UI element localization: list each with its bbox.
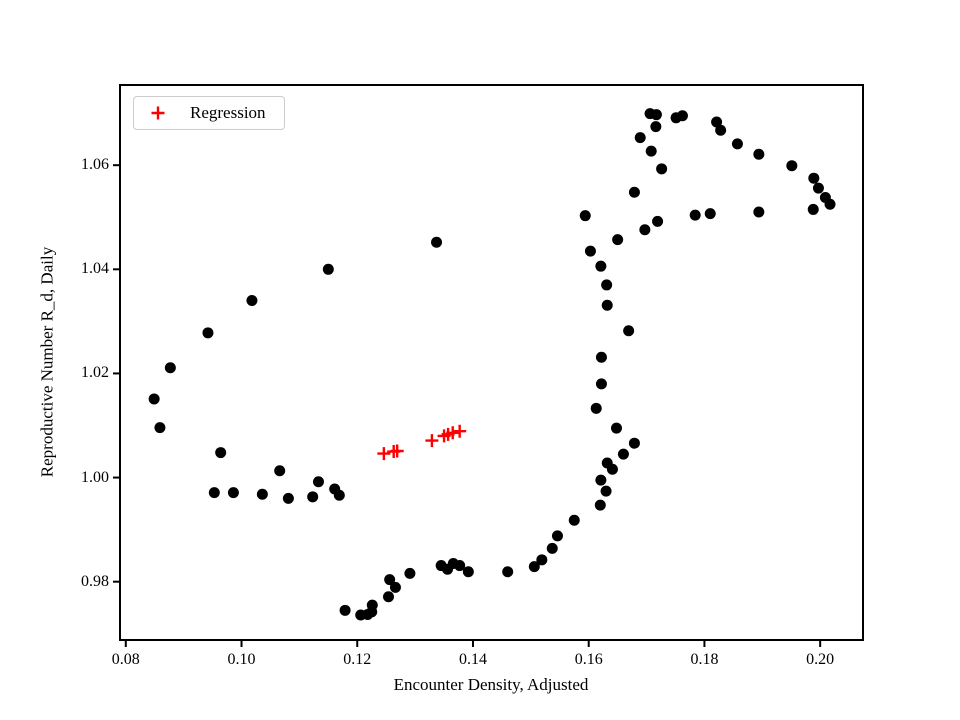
data-point [650,109,662,121]
data-point [536,554,548,566]
legend-label: Regression [190,103,266,122]
data-point [312,476,324,488]
y-tick-label: 1.02 [81,364,109,382]
regression-point [453,424,467,438]
regression-point [425,434,439,448]
data-point [689,209,701,221]
x-tick-label: 0.16 [574,651,603,668]
data-point [282,492,294,504]
legend: Regression [133,96,285,130]
data-point [528,561,540,573]
data-point [711,116,723,128]
data-point [595,378,607,390]
x-axis-label: Encounter Density, Adjusted [393,675,589,694]
data-point [807,203,819,215]
x-tick-label: 0.08 [111,651,140,668]
data-point [715,124,727,136]
data-point [753,148,765,160]
data-point [148,393,160,405]
data-point [246,295,258,307]
x-tick-label: 0.20 [806,651,835,668]
data-point [333,489,345,501]
data-point [634,132,646,144]
data-point [753,206,765,218]
regression-point [390,444,404,458]
data-point [623,325,635,337]
data-point [808,172,820,184]
data-point [812,182,824,194]
data-point [656,163,668,175]
y-axis-label: Reproductive Number R_d, Daily [37,246,57,478]
data-point [568,514,580,526]
data-point [382,591,394,603]
data-point [601,299,613,311]
y-tick-label: 1.06 [81,156,109,174]
data-point [600,485,612,497]
data-point [610,422,622,434]
data-point [704,208,716,220]
data-point [590,402,602,414]
data-point [645,145,657,157]
data-point [208,487,220,499]
x-tick-label: 0.18 [690,651,719,668]
y-tick-label: 1.04 [81,260,109,278]
data-point [594,499,606,511]
x-tick-label: 0.10 [227,651,256,668]
data-point [322,263,334,275]
data-point [639,224,651,236]
data-point [584,245,596,257]
data-point [164,362,176,374]
plus-marker-icon [151,106,165,120]
data-point [339,604,351,616]
data-point [215,447,227,459]
data-point [628,186,640,198]
data-point [650,121,662,133]
data-point [274,465,286,477]
data-point [546,542,558,554]
data-point [617,448,629,460]
data-point [154,422,166,434]
data-point [824,198,836,210]
data-point [551,530,563,542]
data-point [731,138,743,150]
data-point [256,488,268,500]
x-tick-label: 0.14 [458,651,487,668]
data-point [366,599,378,611]
data-point [502,566,514,578]
y-tick-label: 1.00 [81,468,109,486]
data-point [579,210,591,222]
data-point [676,110,688,122]
data-point [307,491,319,503]
regression-point [446,426,460,440]
axes-frame [119,84,864,641]
data-point [227,487,239,499]
data-point [628,437,640,449]
regression-point [377,447,391,461]
data-point [384,574,396,586]
y-tick-label: 0.98 [81,572,109,590]
data-point [601,457,613,469]
data-point [595,260,607,272]
data-point [202,327,214,339]
x-tick-label: 0.12 [343,651,372,668]
data-point [431,236,443,248]
data-point [652,215,664,227]
data-point [454,560,466,572]
data-point [404,567,416,579]
data-point [786,160,798,172]
data-point [612,234,624,246]
data-point [595,351,607,363]
data-point [595,474,607,486]
data-point [462,566,474,578]
data-point [389,581,401,593]
data-point [601,279,613,291]
